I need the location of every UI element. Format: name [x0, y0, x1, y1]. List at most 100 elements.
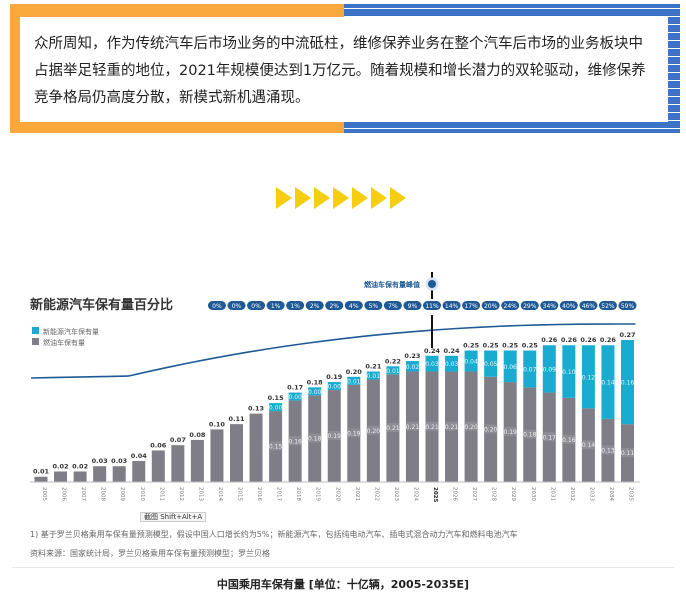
bar-total-label: 0.24	[424, 347, 441, 355]
bar-nev	[327, 382, 341, 391]
bar-total-label: 0.13	[248, 405, 264, 413]
bar-fuel	[171, 445, 185, 482]
nev-share-label: 4%	[349, 303, 359, 310]
bar-nev-label: 0.01	[347, 378, 361, 385]
bar-nev	[269, 403, 283, 412]
x-tick-label: 2028	[491, 487, 497, 501]
bar-total-label: 0.26	[580, 336, 597, 344]
nev-share-pill	[481, 301, 500, 310]
bar-nev	[503, 350, 517, 383]
nev-share-label: 1%	[290, 303, 300, 310]
vehicle-stock-chart: 新能源汽车保有量百分比 新能源汽车保有量 燃油车保有量 燃油车保有量峰值 0.0…	[30, 272, 640, 502]
nev-share-pill	[442, 301, 461, 310]
x-tick-label: 2032	[569, 487, 575, 501]
bar-total-label: 0.24	[444, 347, 461, 355]
bar-fuel	[112, 466, 126, 482]
bar-nev	[464, 350, 478, 372]
divider	[12, 567, 674, 568]
bar-fuel-label: 0.14	[582, 442, 596, 449]
bar-nev	[308, 387, 322, 396]
nev-share-label: 5%	[369, 303, 379, 310]
nev-share-label: 7%	[388, 303, 398, 310]
bar-fuel	[34, 476, 48, 482]
bar-fuel-label: 0.20	[484, 426, 498, 433]
x-tick-label: 2022	[373, 487, 379, 501]
arrow-icon	[295, 187, 311, 209]
nev-share-pill	[364, 301, 383, 310]
trend-line	[30, 323, 636, 379]
bar-fuel-label-bg	[347, 428, 361, 438]
nev-share-label: 0%	[251, 303, 261, 310]
bar-fuel	[190, 439, 204, 482]
x-tick-label: 2008	[100, 487, 106, 501]
x-tick-label: 2016	[256, 487, 262, 501]
nev-share-label: 0%	[232, 303, 242, 310]
x-tick-label: 2024	[412, 487, 418, 501]
x-tick-label: 2015	[237, 487, 243, 501]
bar-nev-label: 0.14	[601, 380, 615, 387]
legend-swatch-fuel	[32, 338, 39, 345]
nev-share-label: 9%	[408, 303, 418, 310]
nev-share-pill	[520, 301, 539, 310]
peak-marker-dot	[428, 280, 436, 288]
x-tick-label: 2011	[158, 487, 164, 501]
bar-nev	[542, 345, 556, 393]
bar-fuel	[210, 429, 224, 482]
intro-box: 众所周知，作为传统汽车后市场业务的中流砥柱，维修保养业务在整个汽车后市场的业务板…	[20, 17, 668, 122]
nev-share-pill	[462, 301, 481, 310]
bar-nev	[484, 350, 498, 377]
nev-share-label: 14%	[445, 303, 459, 310]
bar-total-label: 0.11	[228, 415, 245, 423]
nev-share-pill	[305, 301, 324, 310]
bar-nev-label: 0.06	[504, 364, 518, 371]
x-tick-label: 2030	[530, 487, 536, 501]
bar-fuel-label: 0.15	[269, 444, 283, 451]
bar-total-label: 0.26	[600, 336, 617, 344]
bar-fuel	[249, 413, 263, 482]
bar-fuel-label-bg	[445, 421, 459, 431]
bar-nev-label: 0.09	[543, 366, 557, 373]
bar-fuel-label-bg	[366, 425, 380, 435]
x-tick-label: 2025	[432, 487, 438, 502]
bar-nev	[405, 361, 419, 372]
bar-fuel-label-bg	[327, 431, 341, 441]
bar-total-label: 0.18	[307, 378, 324, 386]
bar-fuel-label-bg	[601, 445, 615, 455]
x-tick-label: 2006	[61, 487, 67, 501]
bar-nev-label: 0.12	[582, 374, 596, 381]
nev-share-label: 24%	[504, 303, 518, 310]
arrow-icon	[333, 187, 349, 209]
bar-fuel-label: 0.18	[308, 436, 322, 443]
nev-share-label: 2%	[329, 303, 339, 310]
bar-total-label: 0.26	[541, 336, 558, 344]
bar-nev-label: 0.05	[484, 361, 498, 368]
bar-nev	[288, 392, 302, 401]
bar-fuel-label-bg	[405, 421, 419, 431]
bar-fuel-label-bg	[464, 421, 478, 431]
bar-fuel-label: 0.16	[562, 437, 576, 444]
legend-swatch-nev	[32, 327, 39, 334]
bar-nev	[523, 350, 537, 388]
screenshot-tooltip: 截图 Shift+Alt+A	[140, 512, 207, 522]
bar-fuel-label: 0.19	[347, 430, 361, 437]
bar-fuel	[151, 450, 165, 482]
bar-total-label: 0.19	[326, 373, 343, 381]
bar-fuel-label: 0.19	[504, 429, 518, 436]
bar-fuel	[132, 460, 146, 482]
bar-total-label: 0.25	[502, 342, 519, 350]
arrow-icon	[276, 187, 292, 209]
legend-label-fuel: 燃油车保有量	[43, 338, 85, 347]
nev-share-label: 2%	[310, 303, 320, 310]
bar-fuel-label: 0.13	[601, 447, 615, 454]
bar-fuel-label: 0.21	[386, 425, 400, 432]
bar-nev-label: 0.03	[445, 361, 459, 368]
bar-nev-label: 0.00	[328, 384, 342, 391]
bar-total-label: 0.15	[268, 394, 285, 402]
bar-total-label: 0.02	[53, 462, 69, 470]
nev-share-pill	[579, 301, 598, 310]
x-tick-label: 2009	[119, 487, 125, 501]
bar-total-label: 0.08	[189, 431, 206, 439]
x-tick-label: 2019	[315, 487, 321, 501]
bar-fuel-label-bg	[542, 432, 556, 442]
bar-total-label: 0.06	[150, 441, 167, 449]
